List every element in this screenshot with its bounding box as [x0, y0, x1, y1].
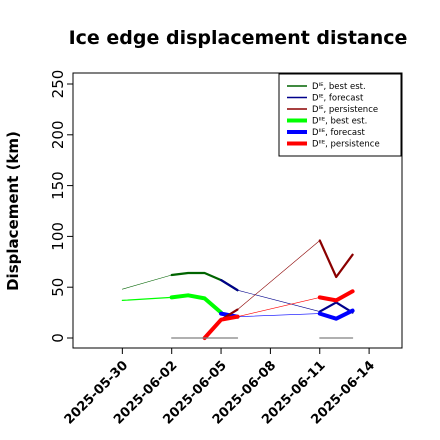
- chart-title: Ice edge displacement distance: [69, 27, 408, 49]
- plot-layer: [121, 239, 355, 340]
- legend-label-5: Dᴵᴵᴱ, persistence: [312, 140, 380, 150]
- series-line-0: [122, 274, 172, 290]
- legend-label-0: Dᴵᴱ, best est.: [312, 82, 366, 92]
- series-line-2: [121, 296, 173, 301]
- series-line-5: [237, 289, 321, 312]
- series-line-14: [237, 297, 321, 318]
- series-line-8: [237, 313, 321, 318]
- y-axis-label: Displacement (km): [4, 131, 22, 291]
- series-line-6: [318, 301, 354, 314]
- y-tick-label-200: 200: [49, 120, 67, 149]
- series-line-1: [170, 271, 239, 292]
- y-tick-label-150: 150: [49, 171, 67, 200]
- plot-frame: [72, 72, 403, 349]
- series-line-4: [220, 279, 239, 292]
- series-line-9: [317, 308, 355, 321]
- y-tick-label-0: 0: [49, 333, 67, 343]
- legend-label-2: Dᴵᴱ, persistence: [312, 105, 378, 115]
- series-line-3: [169, 293, 224, 315]
- series-line-13: [202, 314, 240, 340]
- series-line-15: [317, 289, 355, 303]
- series-line-11: [237, 240, 321, 310]
- legend-label-1: Dᴵᴱ, forecast: [312, 94, 364, 104]
- legend-label-4: Dᴵᴵᴱ, forecast: [312, 128, 366, 138]
- y-tick-label-100: 100: [49, 222, 67, 251]
- y-tick-label-250: 250: [49, 70, 67, 99]
- series-line-12: [318, 239, 354, 279]
- y-tick-label-50: 50: [49, 278, 67, 297]
- legend-label-3: Dᴵᴵᴱ, best est.: [312, 117, 367, 127]
